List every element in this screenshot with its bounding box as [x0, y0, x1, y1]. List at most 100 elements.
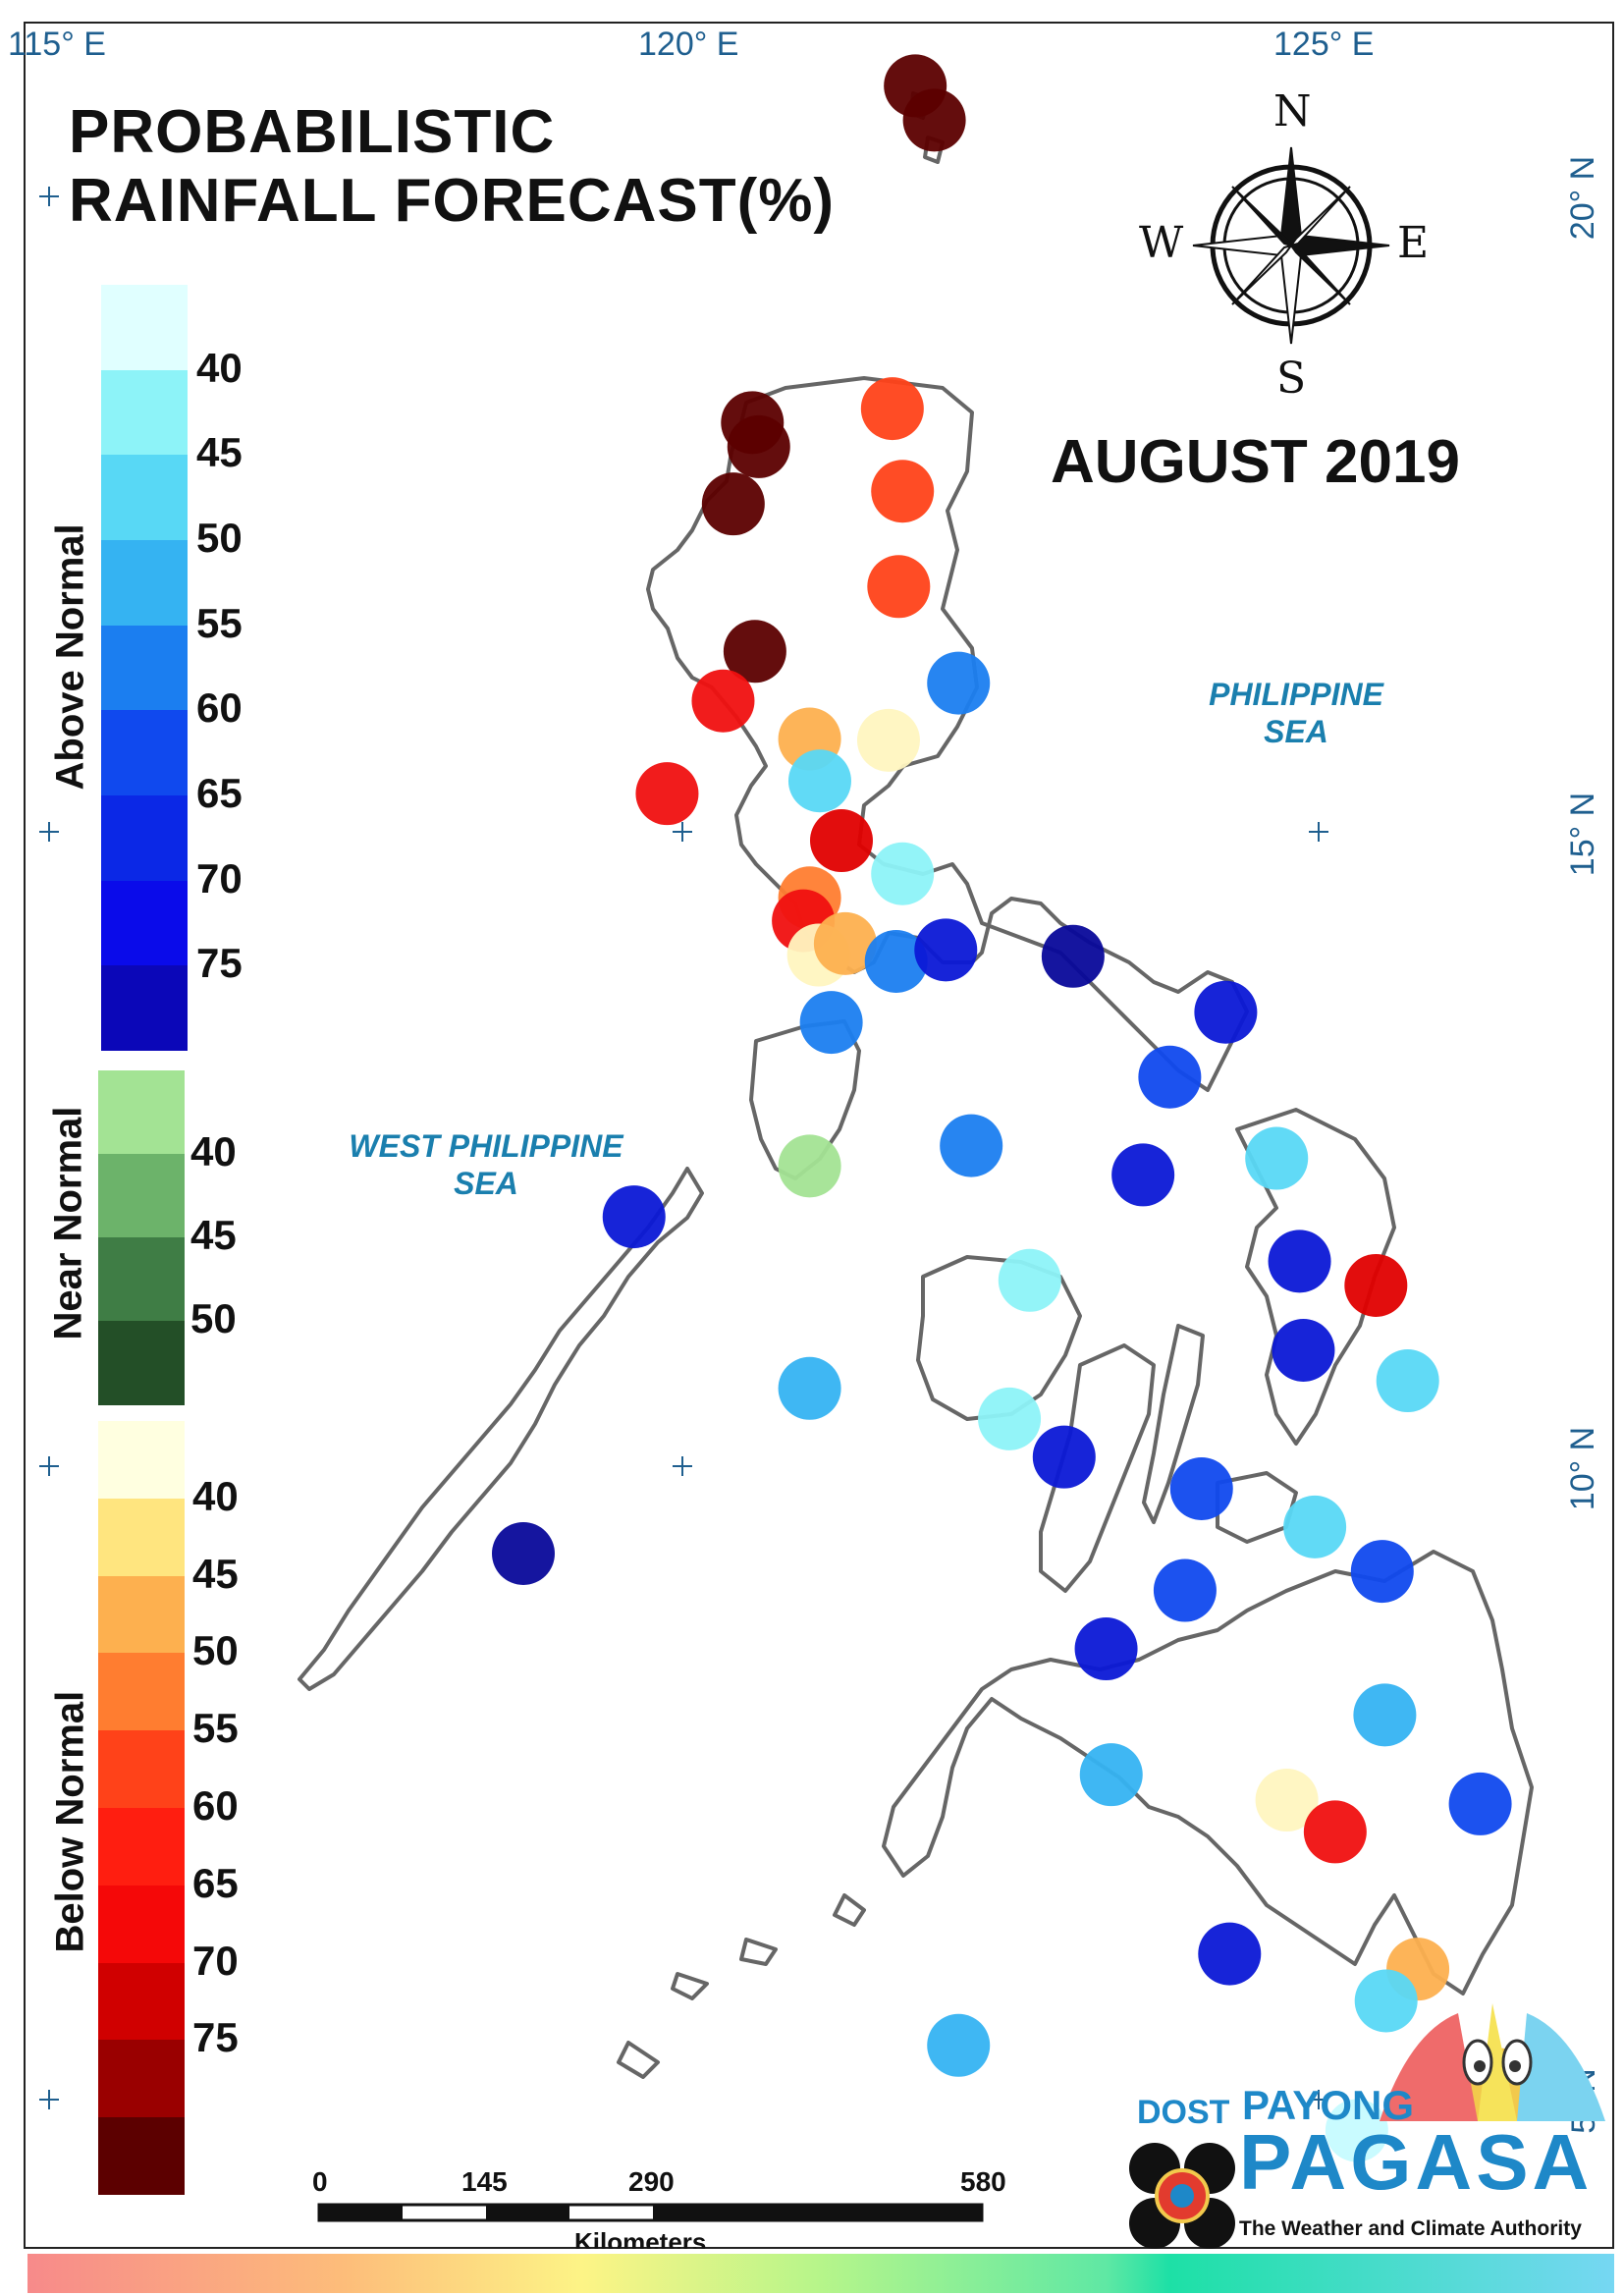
legend-above-normal-tick: 40 — [196, 344, 243, 391]
station-marker-below — [810, 809, 873, 873]
station-marker-below — [1255, 1769, 1319, 1832]
station-marker-above — [602, 1185, 666, 1249]
legend-below-normal-swatch — [98, 2040, 185, 2118]
station-marker-above — [492, 1521, 555, 1585]
philippine-sea-label: PHILIPPINE SEA — [1178, 676, 1414, 750]
station-marker-above — [1448, 1772, 1512, 1835]
scale-label-290: 290 — [628, 2166, 675, 2197]
legend-near-normal-tick: 40 — [190, 1128, 237, 1175]
legend-below-normal-tick: 55 — [192, 1705, 239, 1752]
forecast-period: AUGUST 2019 — [1051, 428, 1460, 496]
station-marker-below — [727, 414, 790, 478]
legend-below-normal-swatch — [98, 1421, 185, 1500]
station-marker-above — [1079, 1743, 1143, 1807]
lon-label-120: 120° E — [638, 26, 739, 63]
legend-below-normal-swatch — [98, 1653, 185, 1731]
legend-near-normal-tick: 45 — [190, 1212, 237, 1258]
cebu-outline — [1142, 1324, 1205, 1524]
scale-label-580: 580 — [960, 2166, 1006, 2197]
station-marker-below — [871, 460, 935, 523]
title-line-2: RAINFALL FORECAST(%) — [69, 167, 836, 235]
station-marker-above — [799, 991, 863, 1055]
west-philippine-sea-line-1: WEST PHILIPPINE — [349, 1128, 623, 1164]
station-marker-above — [998, 1248, 1061, 1312]
palawan-outline — [298, 1167, 704, 1691]
legend-below-normal-tick: 70 — [192, 1937, 239, 1984]
samar-leyte-outline — [1235, 1108, 1396, 1446]
scale-label-0: 0 — [312, 2166, 328, 2197]
legend-above-normal-tick: 70 — [196, 854, 243, 902]
station-marker-below — [856, 708, 920, 772]
station-marker-below — [1344, 1253, 1408, 1317]
legend-above-normal-swatch — [101, 795, 188, 882]
lat-label-20: 20° N — [1564, 155, 1602, 241]
legend-below-normal-tick: 50 — [192, 1627, 239, 1674]
legend-above-normal-swatch — [101, 455, 188, 541]
legend-below-normal-swatch — [98, 1730, 185, 1809]
station-marker-above — [1138, 1045, 1202, 1109]
station-marker-above — [1074, 1617, 1138, 1681]
map-frame — [24, 22, 1614, 2249]
scale-label-145: 145 — [461, 2166, 508, 2197]
legend-above-normal-swatch — [101, 710, 188, 796]
legend-above-normal-swatch — [101, 965, 188, 1052]
station-marker-above — [1245, 1126, 1309, 1190]
station-marker-above — [978, 1387, 1042, 1450]
station-marker-above — [1032, 1425, 1096, 1489]
scale-bar — [317, 2203, 984, 2222]
sulu-islands-outline — [617, 1893, 866, 2079]
compass-south: S — [1276, 354, 1307, 404]
station-marker-above — [1353, 1683, 1417, 1747]
station-marker-above — [864, 929, 928, 993]
station-marker-above — [1169, 1456, 1233, 1520]
station-marker-above — [1272, 1318, 1335, 1382]
legend-below-normal-tick: 45 — [192, 1550, 239, 1597]
mindanao-outline — [882, 1550, 1534, 1995]
station-marker-above — [1268, 1230, 1331, 1293]
station-marker-above — [1194, 980, 1258, 1044]
station-marker-above — [940, 1114, 1003, 1177]
legend-above-normal-tick: 65 — [196, 770, 243, 816]
umbrella-mascot-icon — [1380, 2003, 1605, 2121]
legend-near-normal-swatch — [98, 1237, 185, 1322]
lon-label-125: 125° E — [1273, 26, 1375, 63]
legend-below-normal-swatch — [98, 1808, 185, 1886]
station-marker-above — [927, 2013, 991, 2077]
legend-below-normal-label: Below Normal — [48, 1690, 92, 1953]
legend-below-normal-tick: 75 — [192, 2014, 239, 2061]
station-marker-below — [701, 472, 765, 536]
legend-below-normal-tick: 40 — [192, 1472, 239, 1519]
logo-pagasa-text: PAGASA — [1239, 2118, 1594, 2206]
legend-near-normal-tick: 50 — [190, 1295, 237, 1341]
station-marker-below — [1303, 1800, 1367, 1864]
legend-near-normal-label: Near Normal — [46, 1106, 90, 1340]
station-marker-above — [1354, 1969, 1418, 2033]
legend-above-normal-tick: 45 — [196, 429, 243, 476]
legend-above-normal-tick: 75 — [196, 940, 243, 987]
legend-below-normal-swatch — [98, 1498, 185, 1577]
station-marker-above — [778, 1356, 841, 1420]
station-marker-above — [1153, 1558, 1217, 1622]
legend-above-normal-swatch — [101, 540, 188, 627]
station-markers — [492, 54, 1512, 2162]
station-marker-above — [1041, 924, 1105, 988]
legend-above-normal-swatch — [101, 625, 188, 711]
legend-above-normal-swatch — [101, 369, 188, 456]
legend-above-normal-swatch — [101, 880, 188, 966]
station-marker-above — [1198, 1922, 1262, 1986]
station-marker-above — [1325, 2099, 1388, 2162]
station-marker-above — [1111, 1143, 1175, 1207]
scale-unit: Kilometers — [574, 2227, 707, 2249]
station-marker-above — [1283, 1495, 1347, 1558]
station-marker-above — [927, 651, 991, 715]
legend-below-normal-swatch — [98, 1575, 185, 1654]
compass-rose-icon — [1192, 146, 1390, 345]
station-marker-above — [914, 918, 978, 982]
legend-above-normal-tick: 50 — [196, 515, 243, 561]
map-title: PROBABILISTIC RAINFALL FORECAST(%) — [69, 98, 835, 236]
legend-below-normal-swatch — [98, 2117, 185, 2196]
compass-north: N — [1273, 86, 1312, 137]
philippine-sea-line-1: PHILIPPINE — [1209, 677, 1383, 712]
station-marker-below — [723, 620, 786, 683]
